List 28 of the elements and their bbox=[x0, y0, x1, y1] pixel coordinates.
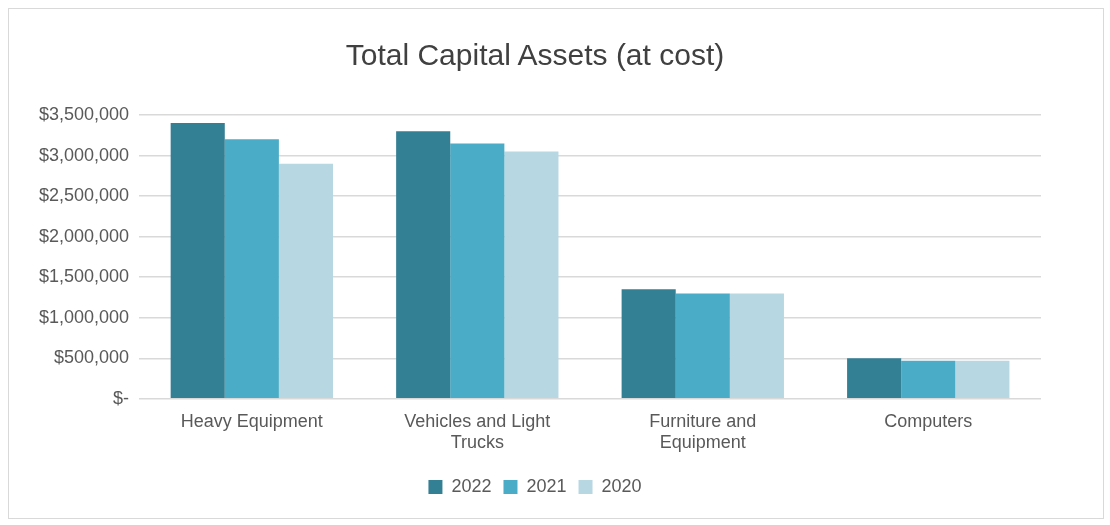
bar bbox=[675, 293, 730, 399]
x-tick-label: Heavy Equipment bbox=[180, 410, 323, 431]
y-tick-label: $500,000 bbox=[54, 347, 130, 368]
bar bbox=[504, 151, 559, 399]
bar bbox=[396, 131, 451, 399]
bar bbox=[955, 360, 1010, 399]
legend-label: 2022 bbox=[451, 475, 492, 496]
y-tick-label: $3,000,000 bbox=[38, 144, 130, 165]
bar bbox=[450, 143, 505, 399]
x-tick-label: Furniture and Equipment bbox=[649, 410, 757, 453]
bar bbox=[847, 358, 902, 399]
y-tick-label: $- bbox=[113, 387, 130, 408]
chart-title: Total Capital Assets (at cost) bbox=[345, 38, 725, 72]
y-tick-label: $2,500,000 bbox=[38, 185, 130, 206]
bar bbox=[621, 289, 676, 399]
bar bbox=[224, 139, 279, 399]
y-tick-label: $1,500,000 bbox=[38, 266, 130, 287]
y-tick-label: $2,000,000 bbox=[38, 225, 130, 246]
legend-label: 2020 bbox=[601, 475, 642, 496]
bar bbox=[729, 293, 784, 399]
y-tick-label: $3,500,000 bbox=[38, 103, 130, 124]
x-tick-label: Computers bbox=[884, 410, 973, 431]
x-tick-label: Vehicles and Light Trucks bbox=[404, 410, 551, 453]
bar bbox=[901, 360, 956, 399]
legend-label: 2021 bbox=[526, 475, 567, 496]
bar bbox=[170, 123, 225, 399]
y-tick-label: $1,000,000 bbox=[38, 306, 130, 327]
bar bbox=[278, 163, 333, 399]
